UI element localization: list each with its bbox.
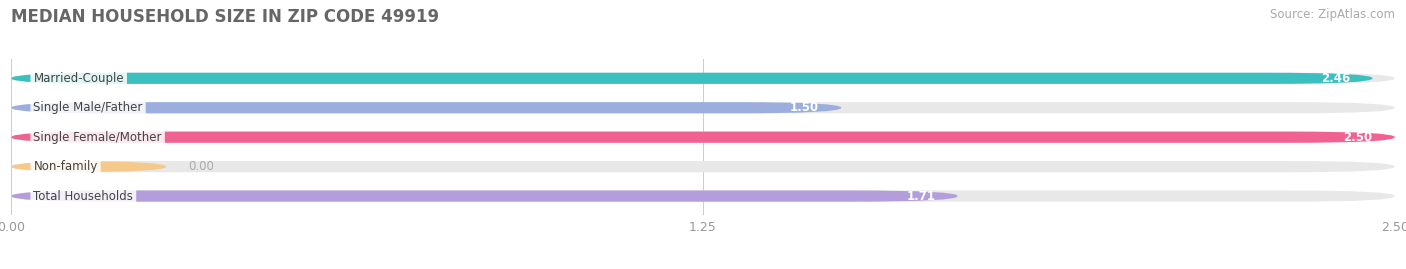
Text: Single Female/Mother: Single Female/Mother — [34, 131, 162, 144]
Text: Married-Couple: Married-Couple — [34, 72, 124, 85]
FancyBboxPatch shape — [11, 102, 841, 113]
FancyBboxPatch shape — [11, 161, 166, 172]
Text: 2.46: 2.46 — [1322, 72, 1351, 85]
Text: Total Households: Total Households — [34, 190, 134, 203]
FancyBboxPatch shape — [11, 102, 1395, 113]
Text: Non-family: Non-family — [34, 160, 98, 173]
FancyBboxPatch shape — [11, 190, 1395, 202]
FancyBboxPatch shape — [11, 73, 1395, 84]
Text: Single Male/Father: Single Male/Father — [34, 101, 143, 114]
FancyBboxPatch shape — [11, 161, 1395, 172]
FancyBboxPatch shape — [11, 73, 1372, 84]
Text: Source: ZipAtlas.com: Source: ZipAtlas.com — [1270, 8, 1395, 21]
FancyBboxPatch shape — [11, 132, 1395, 143]
FancyBboxPatch shape — [11, 190, 957, 202]
Text: 2.50: 2.50 — [1344, 131, 1372, 144]
Text: 1.71: 1.71 — [907, 190, 935, 203]
Text: 0.00: 0.00 — [188, 160, 214, 173]
Text: MEDIAN HOUSEHOLD SIZE IN ZIP CODE 49919: MEDIAN HOUSEHOLD SIZE IN ZIP CODE 49919 — [11, 8, 439, 26]
Text: 1.50: 1.50 — [790, 101, 820, 114]
FancyBboxPatch shape — [11, 132, 1395, 143]
